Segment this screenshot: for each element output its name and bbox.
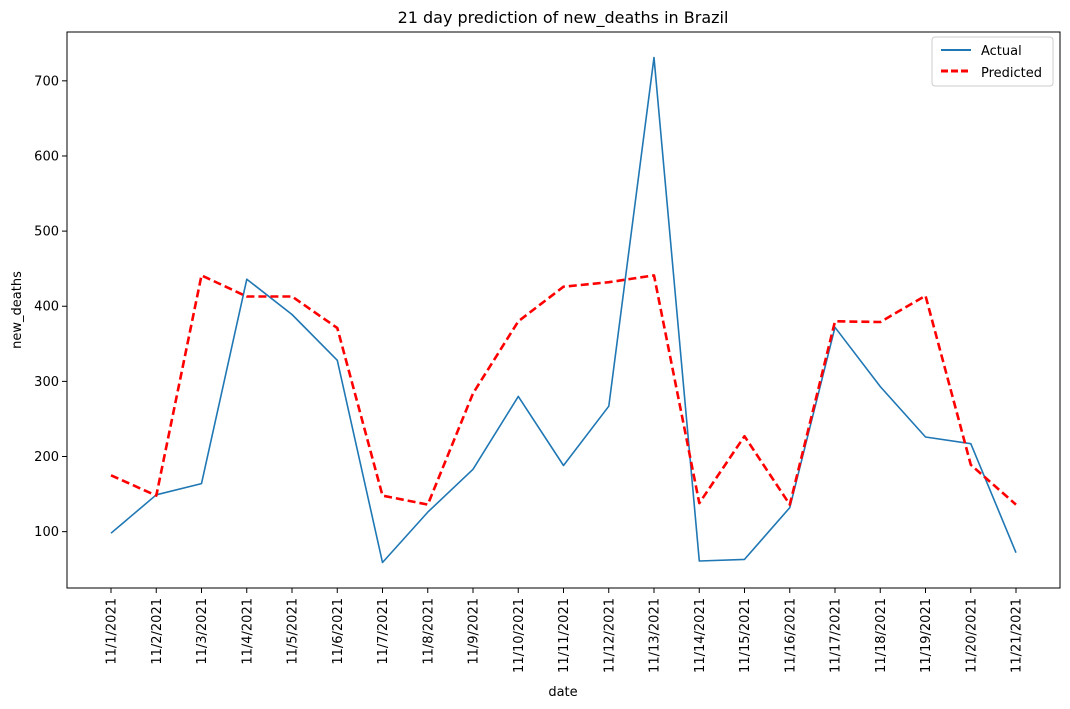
x-tick-label: 11/9/2021 <box>467 598 482 665</box>
legend-label-predicted: Predicted <box>981 66 1042 81</box>
y-tick-label: 100 <box>34 525 59 540</box>
x-tick-label: 11/14/2021 <box>693 598 708 673</box>
x-tick-label: 11/16/2021 <box>783 598 798 673</box>
x-tick-label: 11/1/2021 <box>105 598 120 665</box>
x-tick-label: 11/2/2021 <box>150 598 165 665</box>
y-tick-label: 500 <box>34 225 59 240</box>
x-axis-label: date <box>548 685 577 700</box>
y-tick-label: 700 <box>34 74 59 89</box>
y-axis-label: new_deaths <box>10 271 25 349</box>
x-tick-label: 11/12/2021 <box>602 598 617 673</box>
series-line-predicted <box>110 274 1017 506</box>
x-tick-label: 11/13/2021 <box>648 598 663 673</box>
x-tick-label: 11/17/2021 <box>829 598 844 673</box>
x-tick-label: 11/11/2021 <box>557 598 572 673</box>
x-tick-label: 11/6/2021 <box>331 598 346 665</box>
x-tick-label: 11/18/2021 <box>874 598 889 673</box>
legend-label-actual: Actual <box>981 44 1022 59</box>
x-tick-label: 11/4/2021 <box>240 598 255 665</box>
x-tick-label: 11/7/2021 <box>376 598 391 665</box>
chart-title: 21 day prediction of new_deaths in Brazi… <box>398 8 729 28</box>
series-layer <box>110 56 1017 564</box>
y-tick-label: 600 <box>34 149 59 164</box>
x-tick-label: 11/5/2021 <box>286 598 301 665</box>
y-tick-label: 400 <box>34 300 59 315</box>
legend: Actual Predicted <box>931 36 1054 87</box>
x-tick-label: 11/3/2021 <box>195 598 210 665</box>
y-tick-label: 300 <box>34 375 59 390</box>
x-tick-label: 11/20/2021 <box>964 598 979 673</box>
x-tick-label: 11/15/2021 <box>738 598 753 673</box>
y-axis: 100 200 300 400 500 600 700 <box>34 74 67 540</box>
x-axis: 11/1/2021 11/2/2021 11/3/2021 11/4/2021 11/5… <box>105 588 1025 673</box>
series-line-actual <box>110 56 1017 564</box>
x-tick-label: 11/19/2021 <box>919 598 934 673</box>
x-tick-label: 11/21/2021 <box>1010 598 1025 673</box>
x-tick-label: 11/8/2021 <box>421 598 436 665</box>
y-tick-label: 200 <box>34 450 59 465</box>
x-tick-label: 11/10/2021 <box>512 598 527 673</box>
